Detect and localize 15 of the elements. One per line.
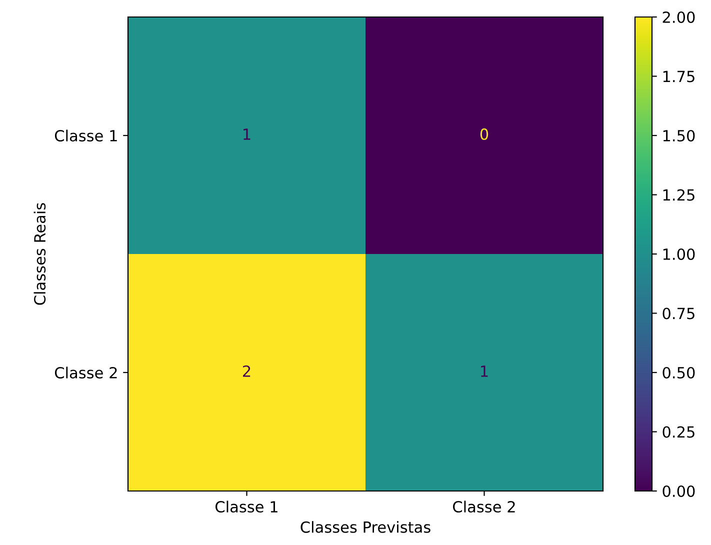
color-bar-label: 1.75 bbox=[663, 70, 694, 82]
color-bar-label: 1.50 bbox=[663, 130, 695, 142]
color-bar-label: 0.50 bbox=[662, 366, 695, 379]
color-bar-label: 0.75 bbox=[662, 308, 694, 320]
data-label: 1 bbox=[244, 128, 250, 140]
color-bar-label: 0.25 bbox=[662, 426, 694, 438]
data-label: 1 bbox=[481, 366, 488, 377]
color-bar-label: 1.25 bbox=[663, 189, 694, 201]
color-bar-label: 0.00 bbox=[662, 485, 695, 498]
color-bar-label: 1.00 bbox=[663, 248, 695, 260]
x-axis-title: Classes Previstas bbox=[300, 521, 430, 533]
y-axis-title: Classes Reais bbox=[34, 203, 46, 305]
data-label: 0 bbox=[480, 128, 488, 140]
color-bar-label: 2.00 bbox=[662, 11, 695, 24]
data-label: 2 bbox=[243, 365, 250, 377]
